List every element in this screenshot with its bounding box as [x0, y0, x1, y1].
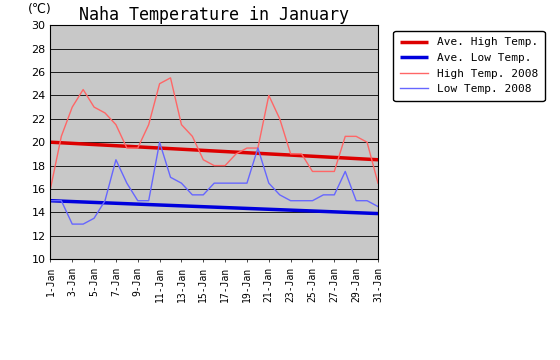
- Low Temp. 2008: [309, 198, 316, 203]
- Low Temp. 2008: [167, 175, 174, 179]
- Low Temp. 2008: [211, 181, 217, 185]
- Low Temp. 2008: [113, 158, 119, 162]
- High Temp. 2008: [47, 187, 54, 191]
- Low Temp. 2008: [276, 193, 283, 197]
- High Temp. 2008: [298, 152, 305, 156]
- High Temp. 2008: [113, 122, 119, 127]
- Low Temp. 2008: [298, 198, 305, 203]
- Low Temp. 2008: [91, 216, 97, 220]
- Line: High Temp. 2008: High Temp. 2008: [50, 78, 378, 189]
- Low Temp. 2008: [69, 222, 76, 226]
- Title: Naha Temperature in January: Naha Temperature in January: [79, 6, 349, 24]
- Low Temp. 2008: [156, 140, 163, 144]
- Low Temp. 2008: [189, 193, 195, 197]
- High Temp. 2008: [189, 134, 195, 139]
- High Temp. 2008: [265, 93, 272, 98]
- Low Temp. 2008: [200, 193, 207, 197]
- High Temp. 2008: [244, 146, 250, 150]
- High Temp. 2008: [167, 76, 174, 80]
- High Temp. 2008: [156, 81, 163, 86]
- High Temp. 2008: [364, 140, 371, 144]
- Low Temp. 2008: [178, 181, 185, 185]
- High Temp. 2008: [69, 105, 76, 109]
- Low Temp. 2008: [101, 198, 108, 203]
- High Temp. 2008: [320, 169, 326, 174]
- High Temp. 2008: [375, 181, 381, 185]
- High Temp. 2008: [101, 111, 108, 115]
- Low Temp. 2008: [134, 198, 141, 203]
- Low Temp. 2008: [232, 181, 239, 185]
- Low Temp. 2008: [222, 181, 228, 185]
- Low Temp. 2008: [342, 169, 348, 174]
- Low Temp. 2008: [80, 222, 86, 226]
- Text: (℃): (℃): [27, 3, 51, 16]
- High Temp. 2008: [309, 169, 316, 174]
- Low Temp. 2008: [331, 193, 338, 197]
- Legend: Ave. High Temp., Ave. Low Temp., High Temp. 2008, Low Temp. 2008: Ave. High Temp., Ave. Low Temp., High Te…: [393, 31, 545, 101]
- Low Temp. 2008: [265, 181, 272, 185]
- High Temp. 2008: [342, 134, 348, 139]
- High Temp. 2008: [222, 163, 228, 168]
- Low Temp. 2008: [364, 198, 371, 203]
- High Temp. 2008: [91, 105, 97, 109]
- High Temp. 2008: [353, 134, 360, 139]
- Line: Low Temp. 2008: Low Temp. 2008: [50, 142, 378, 224]
- Low Temp. 2008: [375, 204, 381, 209]
- High Temp. 2008: [178, 122, 185, 127]
- High Temp. 2008: [211, 163, 217, 168]
- Low Temp. 2008: [287, 198, 294, 203]
- Low Temp. 2008: [353, 198, 360, 203]
- Low Temp. 2008: [47, 198, 54, 203]
- High Temp. 2008: [331, 169, 338, 174]
- High Temp. 2008: [134, 146, 141, 150]
- High Temp. 2008: [146, 122, 152, 127]
- Low Temp. 2008: [58, 198, 65, 203]
- High Temp. 2008: [254, 146, 261, 150]
- Low Temp. 2008: [244, 181, 250, 185]
- High Temp. 2008: [276, 117, 283, 121]
- Low Temp. 2008: [320, 193, 326, 197]
- High Temp. 2008: [200, 158, 207, 162]
- High Temp. 2008: [123, 146, 130, 150]
- Low Temp. 2008: [123, 181, 130, 185]
- High Temp. 2008: [58, 134, 65, 139]
- High Temp. 2008: [80, 87, 86, 92]
- High Temp. 2008: [287, 152, 294, 156]
- Low Temp. 2008: [146, 198, 152, 203]
- High Temp. 2008: [232, 152, 239, 156]
- Low Temp. 2008: [254, 146, 261, 150]
